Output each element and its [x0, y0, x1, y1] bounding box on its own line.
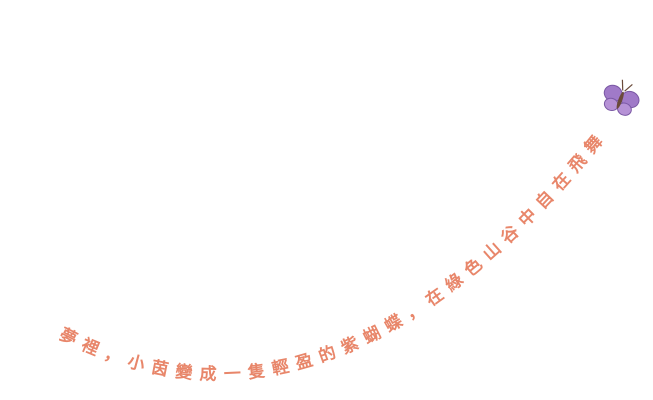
- caption-path-text: 夢裡，小茵變成一隻輕盈的紫蝴蝶，在綠色山谷中自在飛舞: [56, 131, 607, 384]
- butterfly: [603, 79, 640, 116]
- curved-caption: 夢裡，小茵變成一隻輕盈的紫蝴蝶，在綠色山谷中自在飛舞: [56, 131, 607, 384]
